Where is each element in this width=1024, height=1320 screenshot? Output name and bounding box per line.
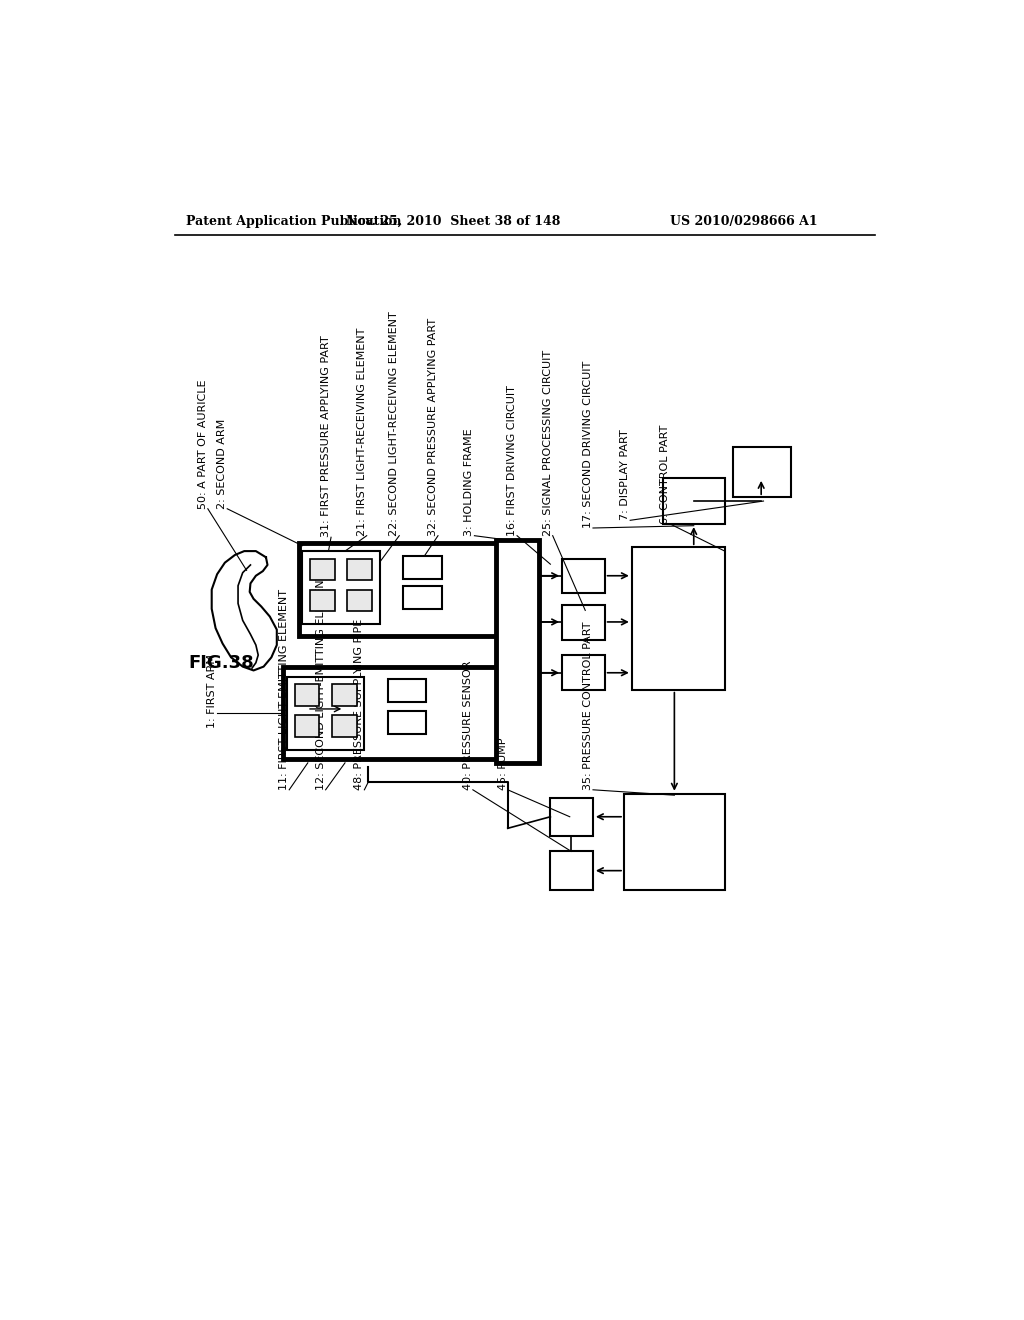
Text: 22: SECOND LIGHT-RECEIVING ELEMENT: 22: SECOND LIGHT-RECEIVING ELEMENT (389, 312, 399, 536)
Text: 40: PRESSURE SENSOR: 40: PRESSURE SENSOR (463, 660, 473, 789)
Bar (388, 678, 426, 702)
Text: 2: SECOND ARM: 2: SECOND ARM (217, 418, 227, 508)
Bar (347, 558, 372, 581)
Text: 17: SECOND DRIVING CIRCUIT: 17: SECOND DRIVING CIRCUIT (583, 360, 593, 528)
Text: 45: PUMP: 45: PUMP (498, 738, 508, 789)
Text: 21: FIRST LIGHT-RECEIVING ELEMENT: 21: FIRST LIGHT-RECEIVING ELEMENT (356, 327, 367, 536)
Bar (624, 793, 725, 890)
Text: 48: PRESSURE SUPPLYING PIPE: 48: PRESSURE SUPPLYING PIPE (354, 619, 365, 789)
Bar (332, 684, 356, 706)
Bar (295, 715, 319, 737)
Bar (403, 586, 442, 609)
Text: 32: SECOND PRESSURE APPLYING PART: 32: SECOND PRESSURE APPLYING PART (428, 318, 438, 536)
Text: 6: CONTROL PART: 6: CONTROL PART (660, 425, 671, 524)
Text: 31: FIRST PRESSURE APPLYING PART: 31: FIRST PRESSURE APPLYING PART (322, 335, 331, 537)
Bar (310, 590, 335, 611)
Bar (550, 851, 593, 890)
Bar (562, 605, 604, 640)
Bar (550, 797, 593, 836)
Text: 16: FIRST DRIVING CIRCUIT: 16: FIRST DRIVING CIRCUIT (507, 385, 517, 536)
Text: Patent Application Publication: Patent Application Publication (186, 215, 401, 228)
Bar (632, 548, 725, 689)
Bar (302, 552, 380, 624)
Text: 11: FIRST LIGHT-EMITTING ELEMENT: 11: FIRST LIGHT-EMITTING ELEMENT (280, 589, 289, 789)
Bar (295, 684, 319, 706)
Bar (388, 711, 426, 734)
Bar (562, 655, 604, 689)
Bar (310, 558, 335, 581)
Bar (332, 715, 356, 737)
Bar (403, 556, 442, 579)
Bar (496, 540, 539, 763)
Text: 12: SECOND LIGHT-EMITTING ELEMENT: 12: SECOND LIGHT-EMITTING ELEMENT (315, 573, 326, 789)
Text: 7: DISPLAY PART: 7: DISPLAY PART (621, 429, 630, 520)
Text: FIG.38: FIG.38 (188, 653, 254, 672)
Text: 1: FIRST ARM: 1: FIRST ARM (207, 655, 217, 729)
Text: 50: A PART OF AURICLE: 50: A PART OF AURICLE (198, 379, 208, 508)
Bar (287, 677, 365, 750)
Bar (663, 478, 725, 524)
Text: 3: HOLDING FRAME: 3: HOLDING FRAME (465, 428, 474, 536)
Text: 35: PRESSURE CONTROL PART: 35: PRESSURE CONTROL PART (583, 622, 593, 789)
Bar (732, 447, 791, 498)
Bar (283, 667, 500, 759)
Bar (347, 590, 372, 611)
Text: Nov. 25, 2010  Sheet 38 of 148: Nov. 25, 2010 Sheet 38 of 148 (346, 215, 561, 228)
Bar (299, 544, 515, 636)
Bar (562, 558, 604, 594)
Text: 25: SIGNAL PROCESSING CIRCUIT: 25: SIGNAL PROCESSING CIRCUIT (543, 350, 553, 536)
Text: US 2010/0298666 A1: US 2010/0298666 A1 (671, 215, 818, 228)
